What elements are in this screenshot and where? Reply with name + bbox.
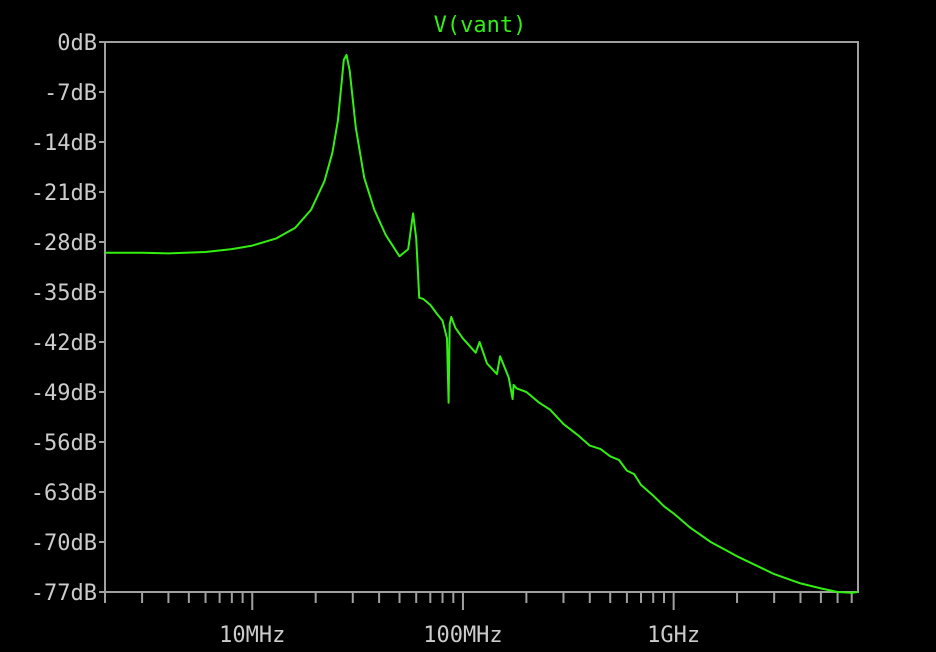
y-tick-label: -56dB bbox=[31, 431, 97, 456]
y-tick-label: -70dB bbox=[31, 531, 97, 556]
plot-frame bbox=[104, 41, 859, 593]
y-tick-label: -42dB bbox=[31, 331, 97, 356]
x-tick-label: 1GHz bbox=[647, 623, 700, 648]
y-tick-label: -21dB bbox=[31, 181, 97, 206]
y-tick-label: -28dB bbox=[31, 231, 97, 256]
trace-title[interactable]: V(vant) bbox=[434, 13, 527, 38]
y-axis: 0dB -7dB -14dB -21dB -28dB -35dB -42dB -49dB -56… bbox=[31, 31, 105, 606]
trace-layer bbox=[105, 53, 859, 594]
y-tick-label: -49dB bbox=[31, 381, 97, 406]
y-tick-label: -14dB bbox=[31, 131, 97, 156]
y-tick-label: -7dB bbox=[44, 81, 97, 106]
y-tick-label: -77dB bbox=[31, 581, 97, 606]
trace-line[interactable] bbox=[105, 53, 859, 594]
x-tick-label: 10MHz bbox=[219, 623, 285, 648]
y-tick-label: -35dB bbox=[31, 281, 97, 306]
y-tick-label: -63dB bbox=[31, 481, 97, 506]
x-tick-label: 100MHz bbox=[423, 623, 502, 648]
y-tick-label: 0dB bbox=[57, 31, 97, 56]
x-axis: 10MHz 100MHz 1GHz bbox=[104, 592, 853, 648]
